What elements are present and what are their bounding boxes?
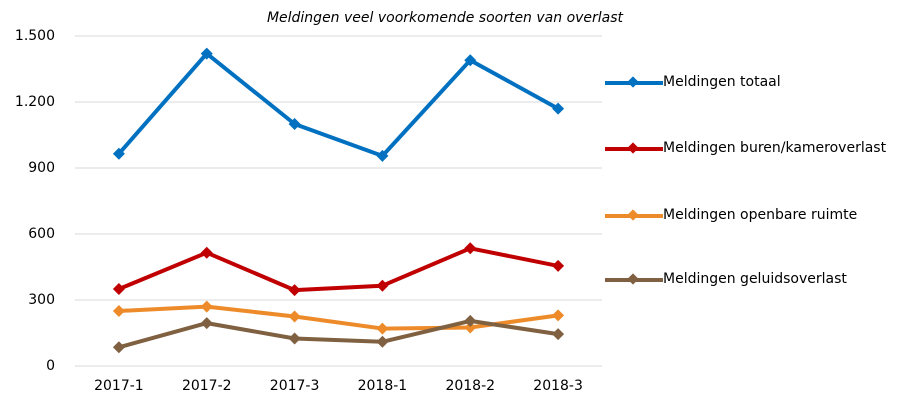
- series-line: [117, 51, 560, 158]
- legend-swatch: [605, 74, 663, 92]
- legend-label: Meldingen totaal: [663, 74, 781, 90]
- marker: [464, 321, 477, 334]
- chart-title: Meldingen veel voorkomende soorten van o…: [267, 10, 624, 26]
- series-line: [118, 246, 559, 293]
- series-line: [118, 318, 559, 350]
- legend-item: Meldingen openbare ruimte: [605, 207, 895, 229]
- legend-label: Meldingen buren/kameroverlast: [663, 140, 887, 156]
- legend-label: Meldingen geluidsoverlast: [663, 271, 847, 287]
- marker: [112, 147, 125, 160]
- marker: [376, 335, 389, 348]
- marker: [376, 322, 389, 335]
- marker: [552, 309, 565, 322]
- x-tick-label: 2017-1: [94, 378, 144, 394]
- y-tick-label: 1.200: [15, 94, 55, 110]
- y-tick-label: 300: [28, 292, 55, 308]
- marker: [200, 47, 213, 60]
- legend-swatch: [605, 140, 663, 158]
- marker: [112, 341, 125, 354]
- y-tick-label: 1.500: [15, 28, 55, 44]
- legend-item: Meldingen totaal: [605, 74, 895, 96]
- x-tick-label: 2018-3: [533, 378, 583, 394]
- marker: [552, 102, 565, 115]
- marker: [112, 305, 125, 317]
- legend-swatch: [605, 207, 663, 225]
- y-tick-label: 900: [28, 160, 55, 176]
- marker: [552, 328, 565, 341]
- marker: [288, 284, 301, 297]
- series-line: [118, 304, 559, 331]
- x-tick-label: 2018-2: [445, 378, 495, 394]
- legend-item: Meldingen geluidsoverlast: [605, 271, 895, 293]
- x-tick-label: 2017-3: [270, 378, 320, 394]
- y-tick-label: 600: [28, 226, 55, 242]
- x-tick-label: 2018-1: [358, 378, 408, 394]
- marker: [200, 246, 213, 259]
- marker: [288, 118, 301, 130]
- legend-label: Meldingen openbare ruimte: [663, 207, 858, 223]
- x-tick-label: 2017-2: [182, 378, 232, 394]
- marker: [464, 314, 477, 327]
- marker: [376, 279, 389, 292]
- marker: [288, 332, 301, 345]
- y-tick-label: 0: [46, 358, 55, 374]
- marker: [464, 54, 477, 67]
- marker: [552, 259, 565, 272]
- legend-swatch: [605, 271, 663, 289]
- marker: [200, 300, 213, 313]
- legend-item: Meldingen buren/kameroverlast: [605, 140, 895, 162]
- marker: [376, 149, 389, 162]
- marker: [288, 310, 301, 323]
- marker: [464, 242, 477, 255]
- marker: [200, 317, 213, 330]
- marker: [112, 283, 125, 295]
